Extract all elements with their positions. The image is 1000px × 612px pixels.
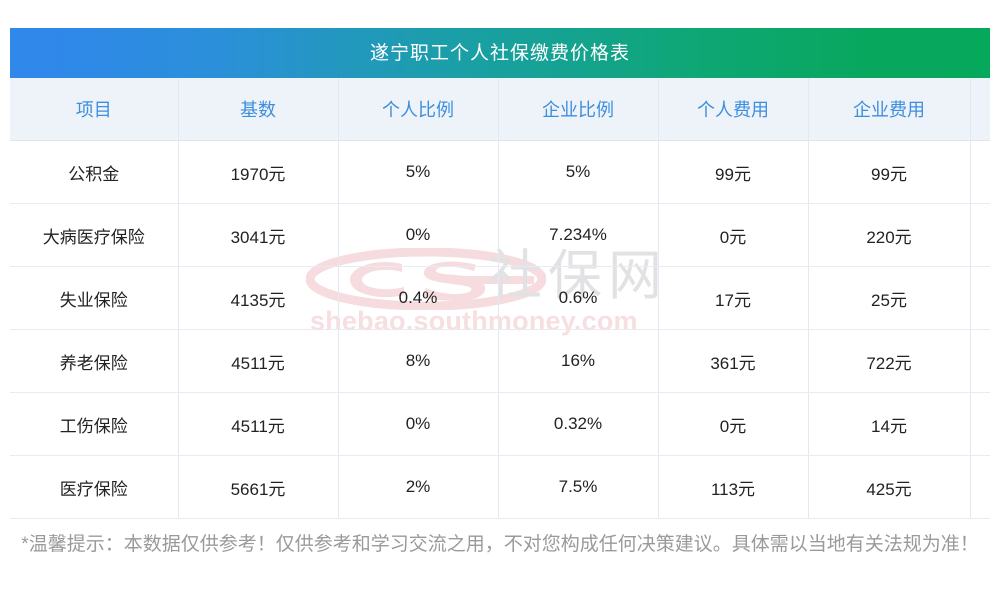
cell-item: 失业保险	[10, 266, 179, 330]
table-title-banner: 遂宁职工个人社保缴费价格表	[10, 28, 990, 78]
cell-personal-rate: 8%	[338, 329, 499, 393]
cell-personal-fee: 17元	[658, 266, 809, 330]
cell-spacer	[970, 140, 990, 204]
cell-personal-rate: 2%	[338, 455, 499, 519]
column-header-item: 项目	[10, 78, 179, 141]
cell-company-rate: 7.5%	[498, 455, 659, 519]
column-header-personal-fee: 个人费用	[658, 78, 809, 141]
cell-base: 1970元	[178, 140, 339, 204]
cell-company-fee: 722元	[808, 329, 971, 393]
cell-spacer	[970, 329, 990, 393]
cell-personal-rate: 0%	[338, 392, 499, 456]
cell-spacer	[970, 455, 990, 519]
cell-spacer	[970, 392, 990, 456]
cell-base: 4135元	[178, 266, 339, 330]
cell-company-fee: 425元	[808, 455, 971, 519]
cell-company-rate: 0.6%	[498, 266, 659, 330]
cell-spacer	[970, 266, 990, 330]
social-insurance-fee-table: 项目 基数 个人比例 企业比例 个人费用 企业费用 公积金 1970元 5% 5…	[10, 78, 990, 519]
table-body: 公积金 1970元 5% 5% 99元 99元 大病医疗保险 3041元 0% …	[10, 140, 990, 519]
cell-personal-fee: 361元	[658, 329, 809, 393]
fee-table-container: 项目 基数 个人比例 企业比例 个人费用 企业费用 公积金 1970元 5% 5…	[10, 78, 990, 519]
cell-company-fee: 99元	[808, 140, 971, 204]
table-row: 工伤保险 4511元 0% 0.32% 0元 14元	[10, 392, 990, 456]
cell-base: 5661元	[178, 455, 339, 519]
cell-item: 工伤保险	[10, 392, 179, 456]
disclaimer-note: *温馨提示：本数据仅供参考！仅供参考和学习交流之用，不对您构成任何决策建议。具体…	[21, 534, 979, 555]
cell-base: 4511元	[178, 392, 339, 456]
cell-company-fee: 14元	[808, 392, 971, 456]
column-header-company-rate: 企业比例	[498, 78, 659, 141]
table-row: 公积金 1970元 5% 5% 99元 99元	[10, 140, 990, 204]
cell-personal-rate: 5%	[338, 140, 499, 204]
column-header-company-fee: 企业费用	[808, 78, 971, 141]
cell-item: 公积金	[10, 140, 179, 204]
cell-personal-fee: 99元	[658, 140, 809, 204]
cell-company-rate: 0.32%	[498, 392, 659, 456]
cell-personal-fee: 0元	[658, 392, 809, 456]
cell-base: 3041元	[178, 203, 339, 267]
table-header-row: 项目 基数 个人比例 企业比例 个人费用 企业费用	[10, 78, 990, 141]
cell-personal-fee: 113元	[658, 455, 809, 519]
cell-item: 大病医疗保险	[10, 203, 179, 267]
cell-personal-fee: 0元	[658, 203, 809, 267]
cell-item: 医疗保险	[10, 455, 179, 519]
cell-personal-rate: 0%	[338, 203, 499, 267]
column-header-base: 基数	[178, 78, 339, 141]
page-title: 遂宁职工个人社保缴费价格表	[369, 42, 630, 64]
cell-company-rate: 7.234%	[498, 203, 659, 267]
table-row: 养老保险 4511元 8% 16% 361元 722元	[10, 329, 990, 393]
cell-spacer	[970, 203, 990, 267]
cell-company-fee: 25元	[808, 266, 971, 330]
cell-base: 4511元	[178, 329, 339, 393]
cell-personal-rate: 0.4%	[338, 266, 499, 330]
cell-company-fee: 220元	[808, 203, 971, 267]
column-header-spacer	[970, 78, 990, 141]
cell-item: 养老保险	[10, 329, 179, 393]
table-row: 大病医疗保险 3041元 0% 7.234% 0元 220元	[10, 203, 990, 267]
column-header-personal-rate: 个人比例	[338, 78, 499, 141]
table-header: 项目 基数 个人比例 企业比例 个人费用 企业费用	[10, 78, 990, 141]
table-row: 医疗保险 5661元 2% 7.5% 113元 425元	[10, 455, 990, 519]
cell-company-rate: 16%	[498, 329, 659, 393]
cell-company-rate: 5%	[498, 140, 659, 204]
table-row: 失业保险 4135元 0.4% 0.6% 17元 25元	[10, 266, 990, 330]
